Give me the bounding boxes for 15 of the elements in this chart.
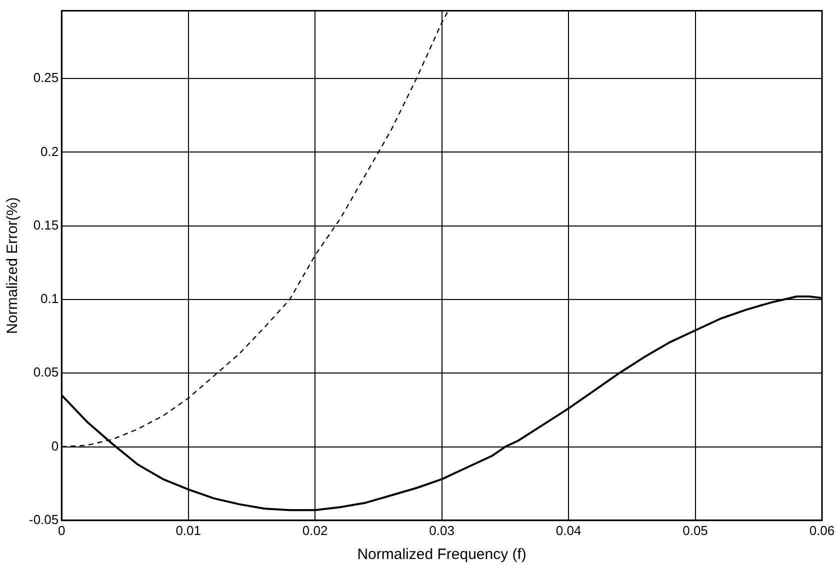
x-tick-label: 0.01 bbox=[176, 522, 202, 538]
y-tick-label: -0.05 bbox=[28, 512, 59, 527]
x-axis-title: Normalized Frequency (f) bbox=[357, 546, 526, 564]
x-tick-label: 0.05 bbox=[682, 522, 708, 538]
y-tick-label: 0.25 bbox=[33, 70, 59, 86]
y-tick-label: 0.1 bbox=[40, 291, 59, 306]
x-tick-label: 0.04 bbox=[556, 522, 582, 538]
y-tick-label: 0.2 bbox=[40, 144, 59, 159]
x-tick-label: 0.06 bbox=[809, 522, 835, 538]
y-axis-title: Normalized Error(%) bbox=[4, 197, 22, 334]
y-tick-label: 0.15 bbox=[33, 217, 59, 232]
y-tick-label: 0 bbox=[51, 438, 59, 454]
x-tick-label: 0.02 bbox=[302, 522, 328, 538]
y-tick-label: 0.05 bbox=[33, 364, 59, 380]
x-tick-label: 0.03 bbox=[429, 522, 454, 538]
